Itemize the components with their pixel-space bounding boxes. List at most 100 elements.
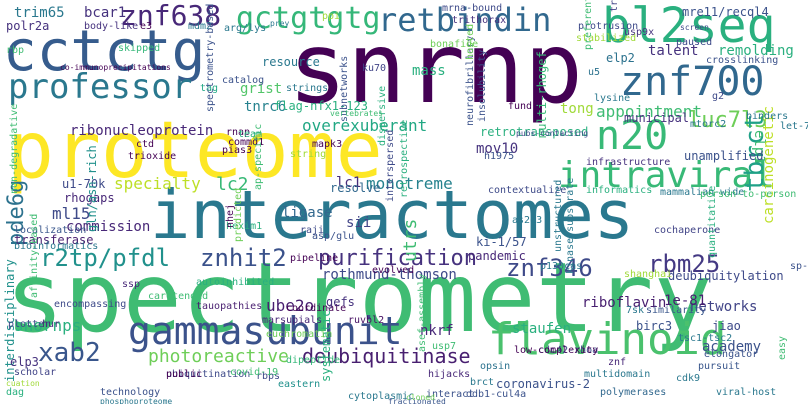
word: elongator: [704, 349, 759, 360]
word: dipeptide: [286, 355, 341, 366]
word: sp-ms: [790, 261, 808, 272]
word: body-like: [84, 21, 139, 32]
word: dag: [6, 387, 25, 398]
word: unamplified: [684, 149, 764, 163]
word: informatics: [586, 185, 653, 196]
word: 1e-81: [664, 293, 707, 309]
word: utrs: [400, 218, 421, 262]
word: coordinate: [286, 303, 347, 314]
word: fractionated: [388, 397, 446, 404]
word: resolve: [330, 181, 381, 195]
word: tsc1-tsc2: [678, 333, 733, 344]
word: strings: [286, 83, 329, 94]
word: staufen: [512, 321, 572, 337]
word: xab2: [38, 338, 101, 368]
word: mre11/recql4: [682, 5, 769, 19]
word: easy: [777, 335, 788, 360]
word: u5: [588, 67, 601, 78]
word: commission: [66, 219, 151, 235]
word: trim65: [14, 5, 65, 21]
word: spectrometry: [5, 242, 713, 354]
word: paused: [676, 37, 713, 48]
word: flag-nfx1-123: [274, 99, 368, 113]
word: usp7: [432, 341, 457, 352]
word: transmission: [609, 0, 620, 12]
word: academy: [702, 339, 762, 355]
word: shanghai: [624, 269, 673, 280]
word: tauopathies: [196, 301, 263, 312]
word: sii: [346, 215, 372, 231]
word: brct: [470, 377, 495, 388]
word: municipal: [624, 111, 690, 125]
word: ml15: [52, 204, 91, 223]
word: systematic: [319, 309, 333, 382]
word: cdc42-rhoa: [538, 345, 599, 356]
word: let-7a: [780, 121, 808, 132]
word: contextualize: [488, 185, 567, 196]
word: mov10: [476, 141, 519, 157]
word: snrnp: [288, 12, 584, 126]
word: 7sk: [626, 305, 645, 316]
word: trithorax: [452, 15, 507, 26]
word: carcinogenetic: [761, 105, 777, 224]
word: retrotransposed: [480, 125, 589, 139]
word: riboflavin: [582, 295, 667, 311]
word: screen: [680, 23, 709, 32]
word: talent: [648, 43, 699, 59]
word: viral-host: [716, 387, 777, 398]
word: covid-19: [230, 367, 279, 378]
word: hexim1: [226, 221, 263, 232]
word: flavinoid: [488, 314, 727, 365]
word: fund: [508, 101, 533, 112]
word: lysine: [594, 93, 631, 104]
word: preferential: [583, 0, 594, 50]
word: trioxide: [128, 151, 177, 162]
word: pipeline: [290, 253, 339, 264]
word: elp3: [10, 355, 39, 369]
word: nkrf: [420, 323, 454, 339]
word: string: [290, 149, 327, 160]
word: person-to-person: [700, 189, 797, 200]
word: ssp: [122, 279, 141, 290]
word: retrospective: [399, 119, 410, 198]
word: snornps: [14, 316, 82, 335]
word: professor: [8, 67, 193, 107]
word: photoreactive: [148, 346, 289, 367]
word: stabilized: [576, 33, 637, 44]
word: ppi: [322, 11, 341, 22]
word: multi-rhogef: [535, 51, 549, 138]
word: overexuberant: [302, 116, 428, 135]
word: pursuit: [698, 361, 741, 372]
word: deubiquitylation: [668, 269, 784, 283]
word: ddb1-cul4a: [466, 389, 527, 400]
word: similarity: [646, 305, 707, 316]
word: interspersed: [385, 129, 396, 202]
word: autoinhibited: [196, 277, 275, 288]
word: cdk9: [676, 373, 701, 384]
word: specialty: [114, 174, 201, 193]
word: retbindin: [378, 1, 552, 39]
word: raji: [300, 225, 325, 236]
word: h1975: [484, 151, 515, 162]
word: jiao: [712, 319, 741, 333]
word: coronavirus-2: [496, 377, 590, 391]
word: pubs-contacting: [516, 129, 589, 138]
word: ribonucleoprotein: [70, 123, 214, 139]
word: networks: [690, 299, 758, 315]
word: mdm2: [188, 21, 213, 32]
word: marsupials: [262, 315, 323, 326]
word: low-complexity: [514, 345, 599, 356]
word: public: [166, 369, 203, 380]
word: gln/asn-rich: [85, 145, 99, 232]
word: intraviral: [558, 155, 775, 196]
word: non-degradative: [9, 103, 20, 194]
word: carotenoid: [148, 291, 209, 302]
word: znf700: [620, 59, 765, 105]
word: usp9x: [624, 27, 655, 38]
word: hosted: [465, 23, 476, 60]
word: ube2o: [266, 296, 315, 315]
word: monotreme: [366, 174, 453, 193]
word: as2o3: [512, 215, 543, 226]
word: prey: [270, 19, 290, 28]
word: unstructured: [553, 179, 564, 252]
